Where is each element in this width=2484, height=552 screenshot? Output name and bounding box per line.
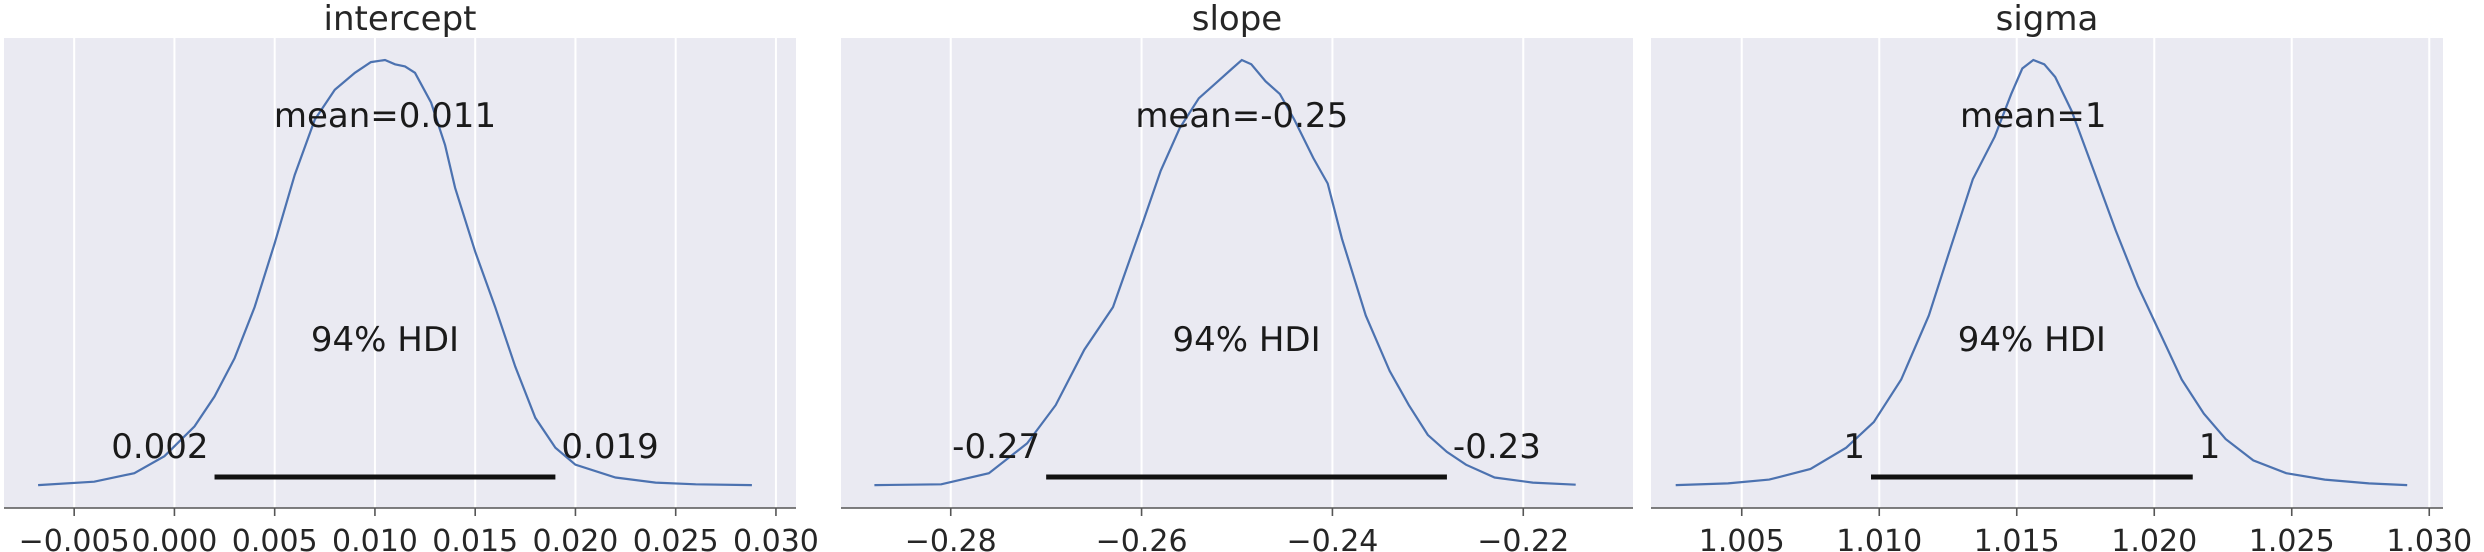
x-tick-label: 0.020 (532, 524, 618, 552)
x-tick-label: 1.005 (1699, 524, 1785, 552)
plot-area (1651, 38, 2443, 508)
hdi-lower-label: 1 (1843, 427, 1865, 467)
x-tick-label: −0.26 (1096, 524, 1188, 552)
mean-label: mean=1 (1960, 96, 2107, 136)
hdi-lower-label: -0.27 (952, 427, 1040, 467)
plot-area (4, 38, 796, 508)
panel-slope: −0.28 −0.26 −0.24 −0.22 slope mean=-0.25 94% H… (841, 0, 1633, 552)
panel-sigma: 1.005 1.010 1.015 1.020 1.025 1.030 sigma mean=… (1651, 0, 2472, 552)
x-tick-label: 0.030 (733, 524, 819, 552)
hdi-label: 94% HDI (1958, 320, 2106, 360)
hdi-upper-label: 0.019 (561, 427, 658, 467)
x-tick-label: 1.020 (2111, 524, 2197, 552)
panel-title: intercept (324, 0, 477, 39)
panel-title: slope (1192, 0, 1282, 39)
x-tick-label: −0.22 (1477, 524, 1569, 552)
x-tick-label: 0.010 (332, 524, 418, 552)
x-tick-label: 1.030 (2386, 524, 2472, 552)
hdi-upper-label: 1 (2199, 427, 2221, 467)
x-tick-label: 0.025 (633, 524, 719, 552)
plot-area (841, 38, 1633, 508)
hdi-label: 94% HDI (1172, 320, 1320, 360)
x-tick-label: 0.015 (432, 524, 518, 552)
density-curve (1675, 58, 2408, 487)
density-curve (874, 58, 1576, 487)
mean-label: mean=0.011 (274, 96, 496, 136)
x-tick-label: 0.000 (131, 524, 217, 552)
x-tick-label: 1.010 (1836, 524, 1922, 552)
density-curve (38, 58, 752, 487)
x-tick-label: 1.015 (1974, 524, 2060, 552)
x-tick-label: −0.28 (905, 524, 997, 552)
hdi-lower-label: 0.002 (111, 427, 208, 467)
mean-label: mean=-0.25 (1135, 96, 1348, 136)
hdi-label: 94% HDI (311, 320, 459, 360)
panel-intercept: −0.005 0.000 0.005 0.010 0.015 0.020 0.025 0.03… (4, 0, 819, 552)
x-tick-label: 1.025 (2249, 524, 2335, 552)
hdi-upper-label: -0.23 (1453, 427, 1541, 467)
x-tick-label: −0.24 (1286, 524, 1378, 552)
x-tick-label: −0.005 (19, 524, 130, 552)
x-tick-label: 0.005 (232, 524, 318, 552)
panel-title: sigma (1996, 0, 2099, 39)
